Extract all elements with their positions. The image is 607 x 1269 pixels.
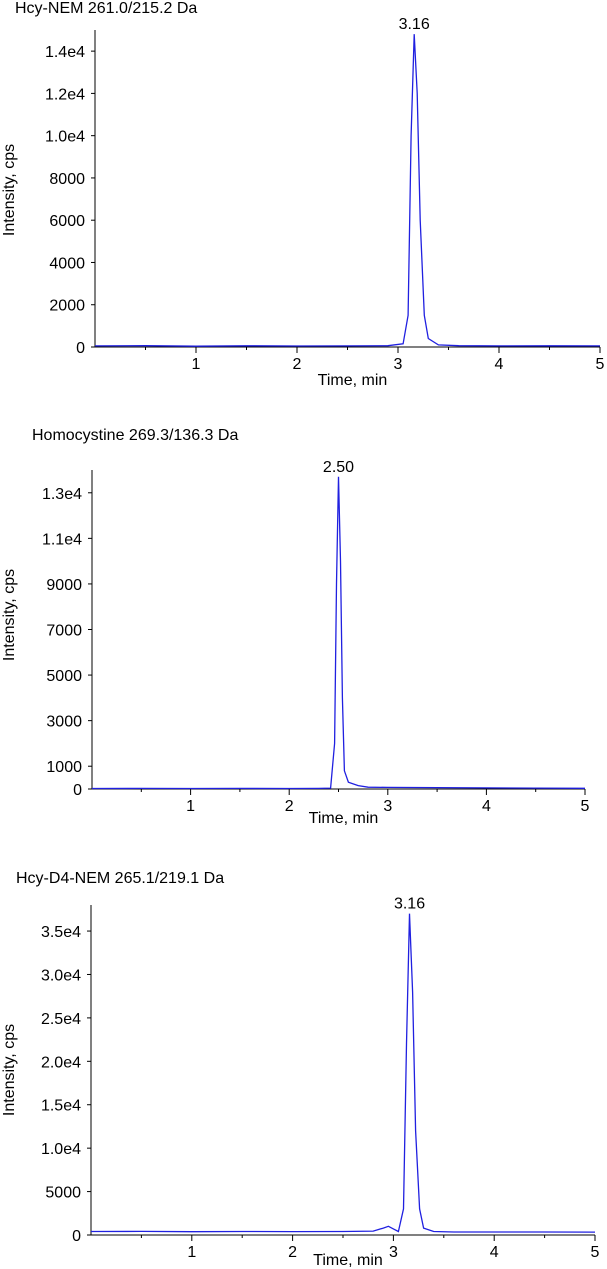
y-tick-label: 0: [72, 1228, 81, 1245]
x-axis-title: Time, min: [318, 372, 388, 389]
y-tick-label: 2.0e4: [41, 1054, 81, 1071]
y-tick-label: 1.5e4: [41, 1098, 81, 1115]
x-tick-label: 2: [293, 356, 302, 373]
y-tick-label: 1.0e4: [45, 129, 85, 146]
x-tick-label: 3: [389, 1244, 398, 1261]
y-tick-label: 3000: [46, 714, 82, 731]
x-tick-label: 4: [482, 798, 491, 815]
y-axis-title: Intensity, cps: [1, 569, 18, 661]
y-tick-label: 3.5e4: [41, 924, 81, 941]
x-tick-label: 5: [591, 1244, 600, 1261]
y-tick-label: 4000: [49, 255, 85, 272]
y-tick-label: 3.0e4: [41, 967, 81, 984]
x-tick-label: 1: [187, 1244, 196, 1261]
x-tick-label: 5: [596, 356, 605, 373]
x-axis-title: Time, min: [313, 1252, 383, 1269]
x-tick-label: 2: [285, 798, 294, 815]
y-tick-label: 1.0e4: [41, 1141, 81, 1158]
x-tick-label: 1: [192, 356, 201, 373]
x-tick-label: 4: [490, 1244, 499, 1261]
y-axis-title: Intensity, cps: [1, 144, 18, 236]
x-tick-label: 2: [288, 1244, 297, 1261]
peak-label: 3.16: [399, 16, 430, 33]
y-tick-label: 1.1e4: [42, 531, 82, 548]
chart-plot: 0 1000 3000 5000 7000 9000 1.1e4 1.3e4 1 2 3 4 5 Time…: [1, 459, 590, 827]
y-tick-label: 0: [73, 782, 82, 799]
y-tick-label: 1.4e4: [45, 44, 85, 61]
chart-title: Hcy-NEM 261.0/215.2 Da: [15, 0, 198, 17]
y-tick-label: 7000: [46, 623, 82, 640]
y-tick-label: 5000: [45, 1185, 81, 1202]
x-tick-label: 4: [495, 356, 504, 373]
chart-plot: 0 5000 1.0e4 1.5e4 2.0e4 2.5e4 3.0e4 3.5e4 1 2 3 4 5…: [1, 896, 600, 1269]
y-tick-label: 6000: [49, 213, 85, 230]
chromatogram-3: Hcy-D4-NEM 265.1/219.1 Da 0 5000 1.0e4 1.5e…: [0, 860, 607, 1269]
chart-title: Homocystine 269.3/136.3 Da: [32, 427, 239, 444]
x-tick-label: 1: [186, 798, 195, 815]
y-tick-label: 2.5e4: [41, 1011, 81, 1028]
y-tick-label: 5000: [46, 668, 82, 685]
series-line: [91, 476, 586, 790]
chromatogram-1: Hcy-NEM 261.0/215.2 Da 0 2000 4000 6000 8000…: [0, 0, 607, 400]
y-tick-label: 0: [76, 340, 85, 357]
y-tick-label: 9000: [46, 577, 82, 594]
y-tick-label: 1.2e4: [45, 86, 85, 103]
y-tick-label: 8000: [49, 171, 85, 188]
x-axis-title: Time, min: [309, 810, 379, 827]
series-line: [90, 913, 596, 1233]
chromatogram-2: Homocystine 269.3/136.3 Da 0 1000 3000 5000…: [0, 425, 607, 845]
y-tick-label: 2000: [49, 298, 85, 315]
x-tick-label: 5: [581, 798, 590, 815]
y-tick-label: 1.3e4: [42, 486, 82, 503]
peak-label: 2.50: [323, 459, 354, 476]
series-line: [94, 34, 601, 347]
x-tick-label: 3: [383, 798, 392, 815]
chart-plot: 0 2000 4000 6000 8000 1.0e4 1.2e4 1.4e4 1 2 3 4 5 Tim…: [1, 16, 605, 389]
y-axis-title: Intensity, cps: [1, 1024, 18, 1116]
peak-label: 3.16: [394, 896, 425, 913]
x-tick-label: 3: [394, 356, 403, 373]
y-tick-label: 1000: [46, 759, 82, 776]
chart-title: Hcy-D4-NEM 265.1/219.1 Da: [16, 870, 225, 887]
